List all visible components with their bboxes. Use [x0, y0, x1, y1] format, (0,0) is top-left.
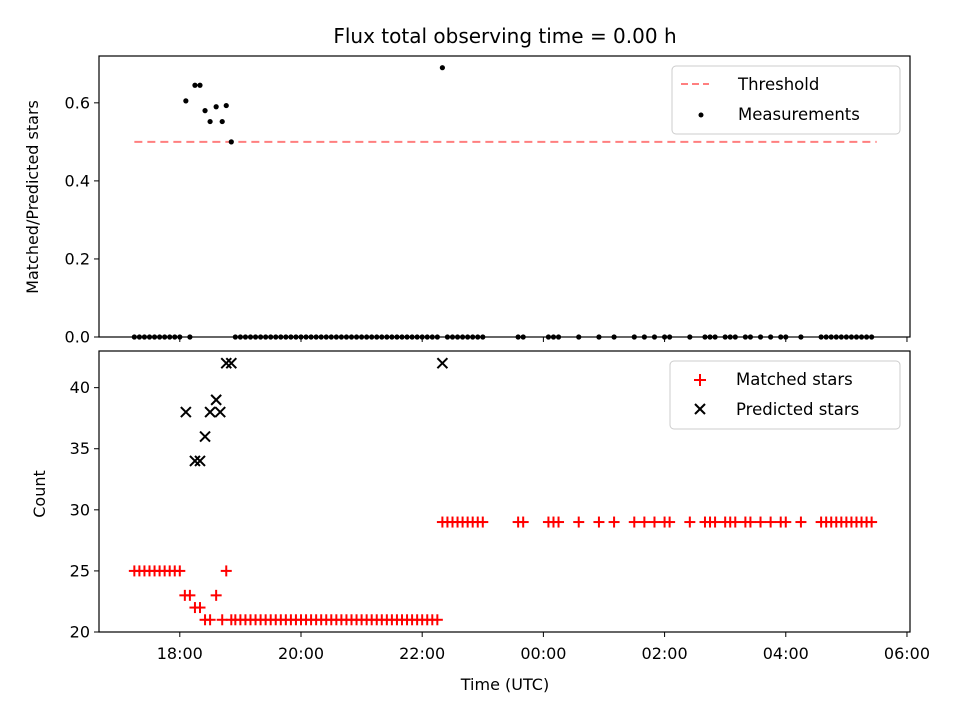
matched-star-point: [866, 516, 878, 528]
x-tick-label: 00:00: [520, 644, 566, 663]
matched-star-point: [780, 516, 792, 528]
matched-star-point: [174, 565, 186, 577]
top-y-tick-label: 0.4: [65, 171, 90, 190]
bottom-data-marks: [128, 357, 878, 626]
matched-star-point: [553, 516, 565, 528]
top-legend: Threshold Measurements: [671, 65, 901, 135]
measurement-point: [202, 108, 208, 114]
bottom-panel: Count Time (UTC) 20 25 30 35 40 18:00 20:00 22…: [30, 350, 930, 694]
matched-star-point: [593, 516, 605, 528]
matched-star-point: [729, 516, 741, 528]
matched-star-point: [220, 565, 232, 577]
matched-star-point: [648, 516, 660, 528]
measurement-point: [213, 104, 219, 110]
matched-star-point: [628, 516, 640, 528]
bottom-y-tick-label: 40: [70, 378, 90, 397]
x-tick-label: 02:00: [642, 644, 688, 663]
legend-threshold-label: Threshold: [737, 75, 819, 94]
legend-matched-label: Matched stars: [736, 370, 853, 389]
predicted-star-point: [199, 430, 211, 443]
matched-star-point: [664, 516, 676, 528]
legend-predicted-label: Predicted stars: [736, 400, 859, 419]
matched-star-point: [795, 516, 807, 528]
x-tick-label: 06:00: [884, 644, 930, 663]
x-axis-label: Time (UTC): [460, 675, 549, 694]
bottom-y-tick-label: 25: [70, 561, 90, 580]
matched-star-point: [194, 602, 206, 614]
x-tick-label: 18:00: [157, 644, 203, 663]
matched-star-point: [709, 516, 721, 528]
top-y-tick-label: 0.2: [65, 249, 90, 268]
predicted-star-point: [220, 357, 232, 369]
legend-predicted-swatch: [694, 403, 706, 415]
top-y-ticks: 0.0 0.2 0.4 0.6: [65, 93, 99, 347]
predicted-star-point: [436, 357, 449, 369]
measurement-point: [439, 65, 445, 71]
top-data-marks: [131, 65, 877, 340]
predicted-star-point: [225, 357, 238, 369]
measurement-point: [207, 118, 213, 125]
matched-star-point: [684, 516, 696, 528]
top-panel: Flux total observing time = 0.00 h Match…: [23, 24, 911, 347]
bottom-y-tick-label: 30: [70, 500, 90, 519]
bottom-y-ticks: 20 25 30 35 40: [70, 378, 99, 642]
matched-star-point: [204, 614, 216, 626]
top-y-tick-label: 0.0: [65, 328, 90, 347]
bottom-x-ticks: 18:00 20:00 22:00 00:00 02:00 04:00 06:00: [157, 632, 930, 663]
measurement-point: [183, 98, 189, 104]
matched-star-point: [638, 516, 650, 528]
predicted-star-point: [204, 406, 216, 418]
legend-measurements-label: Measurements: [738, 105, 860, 124]
matched-star-point: [608, 516, 620, 528]
x-tick-label: 22:00: [399, 644, 445, 663]
bottom-y-tick-label: 20: [70, 623, 90, 642]
matched-star-point: [755, 516, 767, 528]
matched-star-point: [184, 589, 196, 601]
bottom-plot-frame: [98, 350, 911, 633]
measurement-point: [219, 118, 225, 125]
matched-star-point: [517, 516, 529, 528]
legend-measurements-swatch: [698, 112, 704, 118]
measurement-point: [228, 139, 234, 145]
bottom-legend: Matched stars Predicted stars: [669, 360, 901, 430]
y-axis-label-ratio: Matched/Predicted stars: [23, 100, 42, 294]
predicted-star-point: [210, 394, 222, 406]
legend-matched-swatch: [694, 374, 706, 386]
matched-star-point: [765, 516, 777, 528]
matched-star-point: [431, 614, 443, 626]
x-tick-label: 04:00: [763, 644, 809, 663]
predicted-star-point: [180, 406, 192, 418]
top-plot-frame: [98, 55, 911, 338]
predicted-star-point: [194, 455, 206, 467]
x-tick-label: 20:00: [278, 644, 324, 663]
predicted-star-point: [189, 455, 201, 467]
predicted-star-point: [214, 406, 226, 418]
bottom-y-tick-label: 35: [70, 439, 90, 458]
bottom-legend-box: [669, 360, 901, 430]
matched-star-point: [210, 589, 222, 601]
matched-star-point: [744, 516, 756, 528]
measurement-point: [223, 102, 229, 109]
y-axis-label-count: Count: [30, 470, 49, 518]
top-y-tick-label: 0.6: [65, 93, 90, 112]
matched-star-point: [477, 516, 489, 528]
chart-title: Flux total observing time = 0.00 h: [333, 24, 676, 48]
measurement-point: [197, 82, 203, 88]
top-legend-box: [671, 65, 901, 135]
measurement-point: [192, 82, 198, 88]
matched-star-point: [573, 516, 585, 528]
